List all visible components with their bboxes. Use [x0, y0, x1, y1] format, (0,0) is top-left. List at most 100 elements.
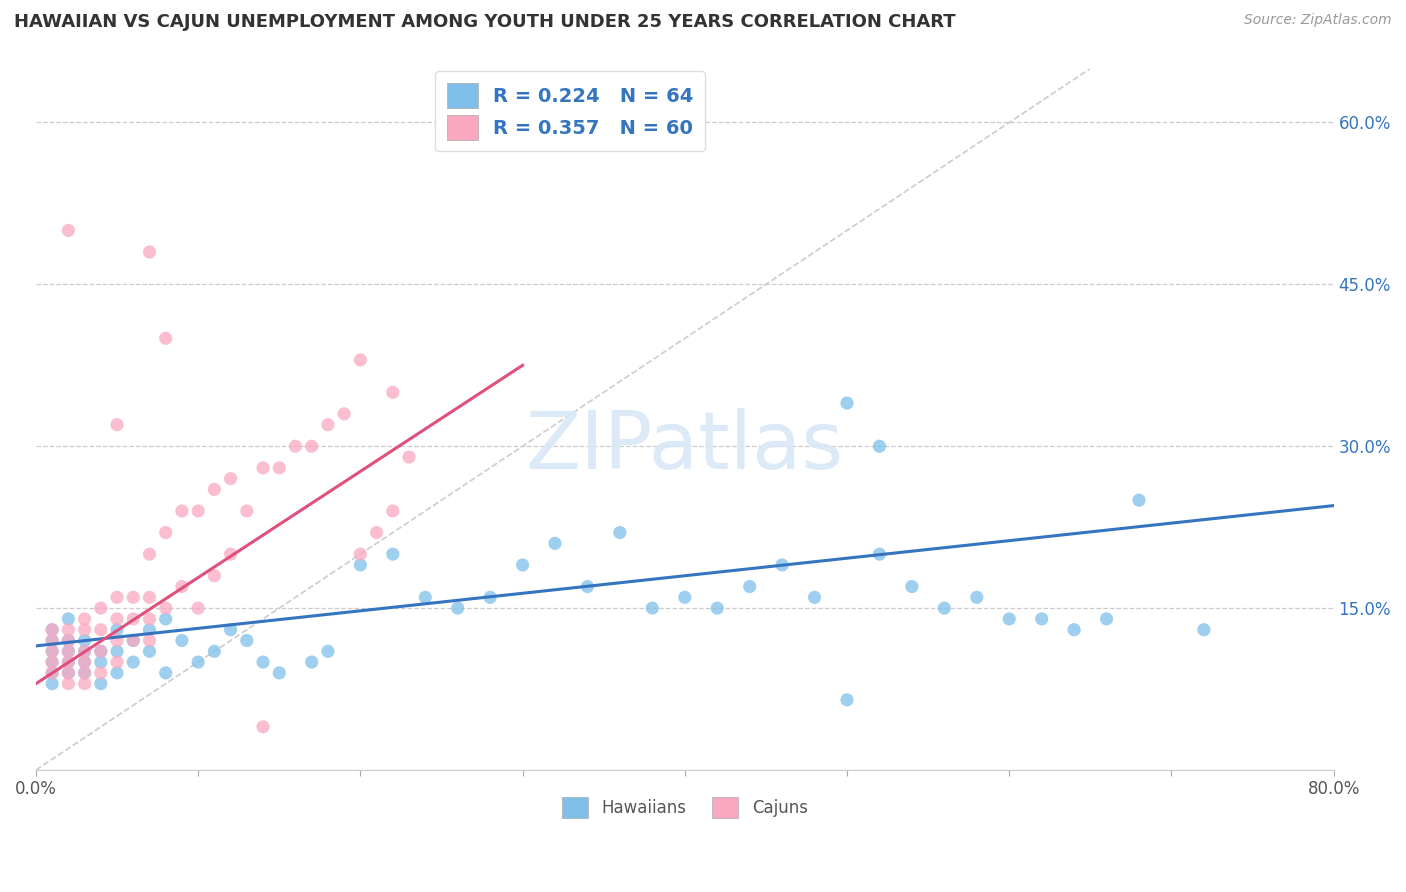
Point	[105, 612, 128, 626]
Point	[187, 504, 209, 518]
Point	[58, 633, 80, 648]
Point	[41, 665, 63, 680]
Point	[122, 633, 145, 648]
Point	[41, 633, 63, 648]
Point	[202, 483, 225, 497]
Point	[219, 547, 242, 561]
Point	[138, 612, 160, 626]
Point	[349, 547, 371, 561]
Point	[90, 665, 112, 680]
Point	[73, 623, 96, 637]
Point	[1128, 493, 1150, 508]
Point	[1192, 623, 1215, 637]
Point	[90, 644, 112, 658]
Point	[58, 665, 80, 680]
Point	[58, 655, 80, 669]
Point	[1031, 612, 1053, 626]
Point	[58, 223, 80, 237]
Point	[58, 644, 80, 658]
Point	[219, 623, 242, 637]
Point	[122, 655, 145, 669]
Point	[41, 655, 63, 669]
Point	[252, 460, 274, 475]
Point	[835, 396, 858, 410]
Point	[155, 331, 177, 345]
Point	[706, 601, 728, 615]
Point	[269, 460, 291, 475]
Point	[673, 591, 696, 605]
Point	[90, 644, 112, 658]
Point	[349, 558, 371, 572]
Point	[901, 580, 924, 594]
Point	[73, 676, 96, 690]
Point	[966, 591, 988, 605]
Point	[479, 591, 502, 605]
Point	[58, 612, 80, 626]
Point	[122, 612, 145, 626]
Point	[155, 525, 177, 540]
Point	[269, 665, 291, 680]
Point	[138, 591, 160, 605]
Point	[447, 601, 470, 615]
Point	[366, 525, 388, 540]
Point	[236, 504, 259, 518]
Point	[138, 244, 160, 259]
Point	[236, 633, 259, 648]
Point	[73, 612, 96, 626]
Text: ZIPatlas: ZIPatlas	[526, 409, 844, 486]
Point	[58, 633, 80, 648]
Point	[58, 676, 80, 690]
Point	[41, 623, 63, 637]
Point	[284, 439, 307, 453]
Point	[58, 665, 80, 680]
Point	[73, 665, 96, 680]
Point	[90, 655, 112, 669]
Point	[512, 558, 534, 572]
Point	[803, 591, 825, 605]
Point	[122, 633, 145, 648]
Point	[381, 385, 404, 400]
Point	[105, 417, 128, 432]
Point	[41, 644, 63, 658]
Point	[138, 633, 160, 648]
Point	[187, 655, 209, 669]
Point	[170, 633, 193, 648]
Point	[73, 655, 96, 669]
Point	[41, 665, 63, 680]
Point	[202, 644, 225, 658]
Point	[301, 655, 323, 669]
Point	[122, 591, 145, 605]
Point	[301, 439, 323, 453]
Point	[170, 504, 193, 518]
Point	[381, 547, 404, 561]
Point	[90, 623, 112, 637]
Point	[349, 352, 371, 367]
Point	[41, 644, 63, 658]
Point	[58, 644, 80, 658]
Point	[41, 623, 63, 637]
Point	[155, 601, 177, 615]
Point	[105, 665, 128, 680]
Point	[41, 655, 63, 669]
Point	[187, 601, 209, 615]
Point	[219, 472, 242, 486]
Point	[398, 450, 420, 464]
Point	[73, 644, 96, 658]
Point	[105, 655, 128, 669]
Point	[41, 676, 63, 690]
Point	[381, 504, 404, 518]
Point	[770, 558, 793, 572]
Point	[73, 655, 96, 669]
Point	[73, 644, 96, 658]
Point	[934, 601, 956, 615]
Point	[252, 655, 274, 669]
Point	[576, 580, 599, 594]
Point	[835, 693, 858, 707]
Point	[155, 612, 177, 626]
Point	[138, 623, 160, 637]
Point	[73, 633, 96, 648]
Point	[1063, 623, 1085, 637]
Point	[609, 525, 631, 540]
Point	[105, 623, 128, 637]
Point	[73, 665, 96, 680]
